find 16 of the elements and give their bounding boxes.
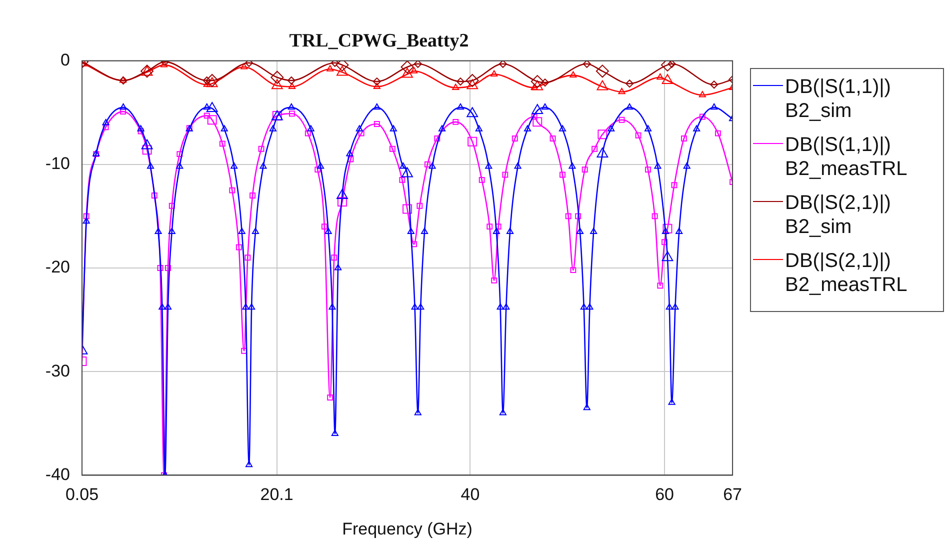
legend-label: DB(|S(2,1)|) B2_sim: [785, 191, 892, 239]
y-tick-label: -40: [45, 464, 70, 484]
x-tick-label: 20.1: [260, 485, 294, 504]
x-tick-label: 60: [655, 485, 674, 504]
y-tick-label: 0: [60, 50, 70, 70]
y-tick-label: -10: [45, 154, 70, 174]
x-tick-label: 40: [460, 485, 480, 504]
chart-title: TRL_CPWG_Beatty2: [289, 30, 469, 52]
legend-label: DB(|S(1,1)|) B2_sim: [785, 75, 892, 123]
x-tick-label: 67: [723, 485, 742, 504]
legend-label: DB(|S(1,1)|) B2_measTRL: [785, 133, 908, 181]
y-tick-label: -20: [45, 258, 70, 277]
legend-label: DB(|S(2,1)|) B2_measTRL: [785, 249, 908, 297]
x-tick-label: 0.05: [65, 485, 99, 504]
x-axis-title: Frequency (GHz): [342, 519, 472, 538]
y-tick-label: -30: [45, 361, 70, 380]
